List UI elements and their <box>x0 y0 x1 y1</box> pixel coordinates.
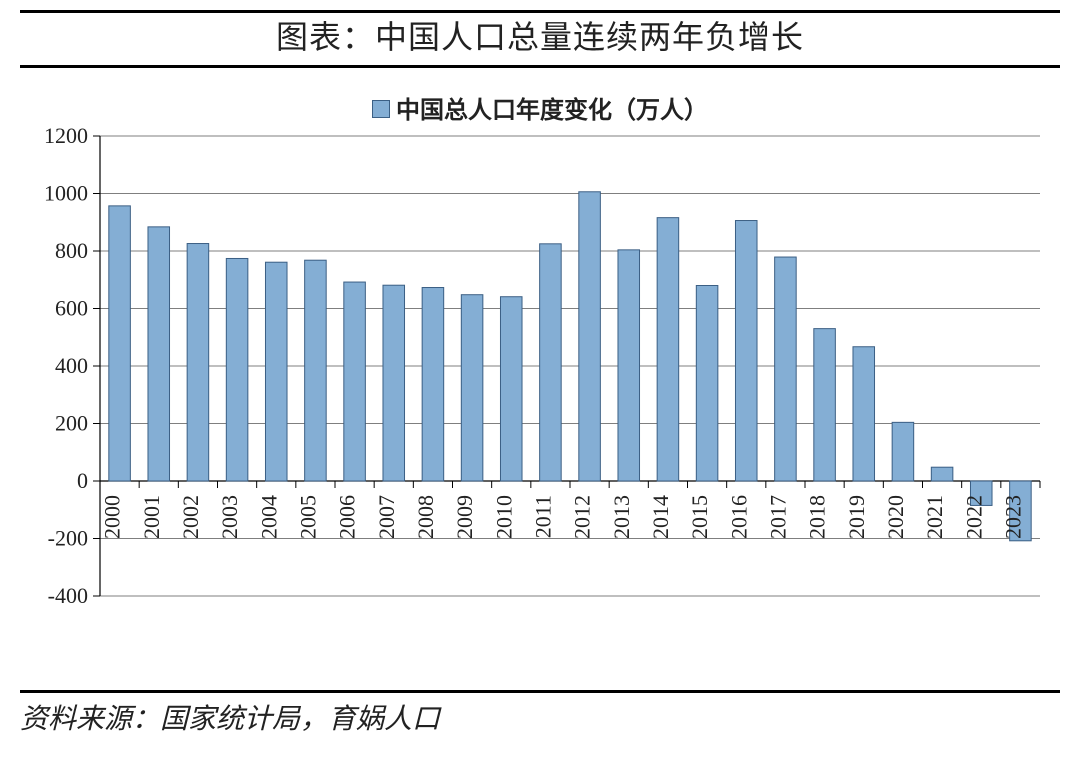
svg-text:-400: -400 <box>48 583 88 608</box>
page: 图表：中国人口总量连续两年负增长 中国总人口年度变化（万人） -400 -200 0… <box>0 0 1080 760</box>
x-axis-label: 2016 <box>726 495 751 539</box>
x-axis-label: 2009 <box>452 495 477 539</box>
x-axis-label: 2014 <box>648 495 673 539</box>
bar <box>618 249 640 480</box>
bar <box>422 287 444 480</box>
bar <box>305 260 327 481</box>
bar <box>853 346 875 480</box>
bar <box>461 294 483 480</box>
bar <box>383 285 405 481</box>
bar <box>579 191 601 480</box>
x-axis-label: 2022 <box>961 495 986 539</box>
svg-text:200: 200 <box>55 410 88 435</box>
bar <box>187 243 209 480</box>
x-axis-label: 2021 <box>922 495 947 539</box>
bar <box>500 296 522 480</box>
svg-text:600: 600 <box>55 295 88 320</box>
bar <box>657 217 679 480</box>
x-axis-label: 2010 <box>491 495 516 539</box>
x-axis-label: 2006 <box>335 495 360 539</box>
x-axis-label: 2019 <box>844 495 869 539</box>
x-axis-label: 2012 <box>570 495 595 539</box>
bar <box>148 226 170 480</box>
legend-swatch-icon <box>372 100 390 118</box>
chart-container: 中国总人口年度变化（万人） -400 -200 0 200 400 600 800 1000 1… <box>20 68 1060 686</box>
legend: 中国总人口年度变化（万人） <box>20 90 1060 125</box>
x-axis-label: 2020 <box>883 495 908 539</box>
bar <box>696 285 718 481</box>
x-axis-label: 2003 <box>217 495 242 539</box>
bar <box>775 257 797 481</box>
svg-text:1200: 1200 <box>44 123 88 148</box>
svg-text:0: 0 <box>77 468 88 493</box>
bar <box>344 282 366 481</box>
bar <box>931 467 953 481</box>
x-axis-label: 2001 <box>139 495 164 539</box>
bar <box>226 258 248 481</box>
legend-label: 中国总人口年度变化（万人） <box>396 97 708 124</box>
x-axis-label: 2023 <box>1000 495 1025 539</box>
bar <box>814 328 836 480</box>
bar <box>735 220 757 480</box>
svg-text:800: 800 <box>55 238 88 263</box>
svg-text:1000: 1000 <box>44 180 88 205</box>
bar <box>109 205 131 480</box>
bar <box>540 243 562 480</box>
x-axis-label: 2017 <box>765 495 790 539</box>
chart-title: 图表：中国人口总量连续两年负增长 <box>20 10 1060 68</box>
x-axis-label: 2011 <box>530 495 555 538</box>
svg-text:400: 400 <box>55 353 88 378</box>
x-axis-label: 2018 <box>805 495 830 539</box>
x-axis-label: 2005 <box>295 495 320 539</box>
x-axis-label: 2007 <box>374 495 399 539</box>
x-axis-label: 2013 <box>609 495 634 539</box>
source-line: 资料来源：国家统计局，育娲人口 <box>20 690 1060 737</box>
bar-chart: -400 -200 0 200 400 600 800 1000 1200 2000 2001 200… <box>20 86 1060 686</box>
x-axis-label: 2008 <box>413 495 438 539</box>
x-axis-label: 2000 <box>100 495 125 539</box>
bar <box>265 262 287 481</box>
bar <box>892 422 914 481</box>
x-axis-label: 2004 <box>256 495 281 539</box>
x-axis-label: 2002 <box>178 495 203 539</box>
svg-text:-200: -200 <box>48 525 88 550</box>
x-axis-label: 2015 <box>687 495 712 539</box>
